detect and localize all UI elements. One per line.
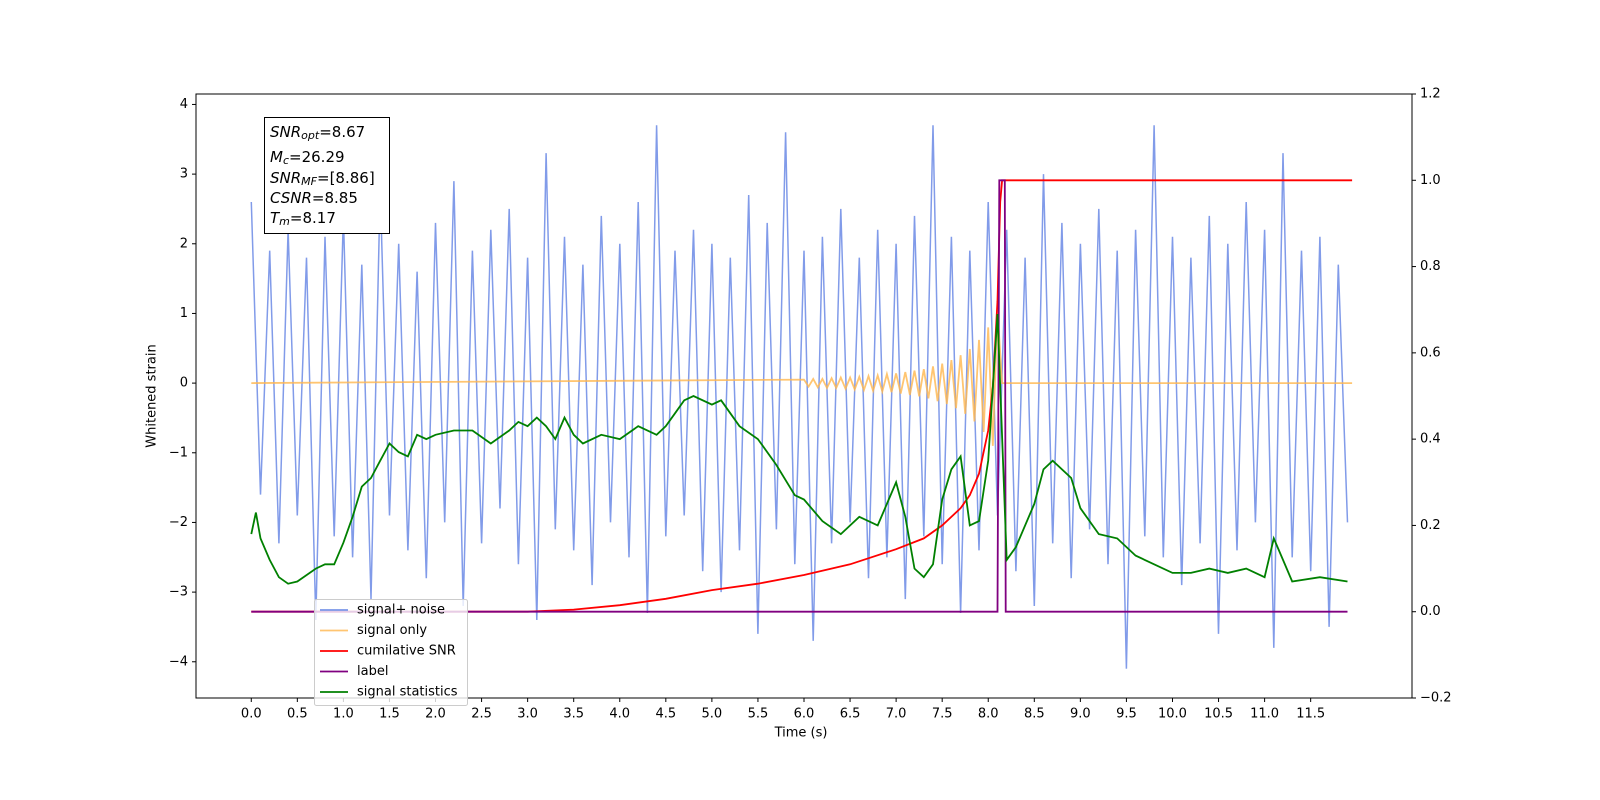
y2-tick-label: 0.4 (1420, 432, 1441, 447)
y2-tick-label: 0.6 (1420, 345, 1441, 360)
annotation-subscript: c (283, 154, 289, 167)
x-tick-label: 11.5 (1296, 707, 1325, 722)
y-tick-label: −2 (169, 515, 188, 530)
x-tick-label: 2.5 (471, 707, 492, 722)
x-tick-label: 10.5 (1204, 707, 1233, 722)
annotation-symbol: T (270, 209, 281, 227)
annotation-line: Tm=8.17 (270, 209, 336, 229)
y2-tick-label: −0.2 (1420, 691, 1452, 706)
annotation-symbol: M (270, 148, 283, 166)
y-tick-label: −3 (169, 585, 188, 600)
annotation-line: Mc=26.29 (270, 148, 345, 168)
legend-label: signal statistics (357, 685, 458, 700)
x-tick-label: 7.0 (886, 707, 907, 722)
x-tick-label: 5.5 (748, 707, 769, 722)
legend-box (314, 599, 468, 706)
y2-tick-label: 1.2 (1420, 87, 1441, 102)
x-tick-label: 3.5 (563, 707, 584, 722)
annotation-value: =26.29 (289, 148, 345, 166)
annotation-value: =8.17 (290, 209, 336, 227)
annotation-line: CSNR=8.85 (270, 189, 358, 207)
annotation-subscript: m (279, 215, 290, 228)
y-tick-label: 4 (180, 97, 188, 112)
y-tick-label: 2 (180, 236, 188, 251)
y-tick-label: −1 (169, 445, 188, 460)
x-tick-label: 6.5 (840, 707, 861, 722)
series-line (250, 125, 1349, 669)
y-tick-label: 3 (180, 167, 188, 182)
annotation-symbol: SNR (270, 123, 301, 141)
annotation-symbol: CSNR (270, 189, 312, 207)
annotation-subscript: MF (301, 175, 317, 188)
x-tick-label: 9.0 (1070, 707, 1091, 722)
legend-label: cumilative SNR (357, 644, 456, 659)
y-axis-label: Whitened strain (145, 344, 160, 447)
y2-tick-label: 0.0 (1420, 604, 1441, 619)
y-tick-label: 1 (180, 306, 188, 321)
x-axis-label: Time (s) (774, 726, 828, 741)
x-tick-label: 4.0 (609, 707, 630, 722)
legend-label: label (357, 664, 388, 679)
series-line (250, 313, 1348, 585)
x-tick-label: 5.0 (702, 707, 723, 722)
legend-label: signal+ noise (357, 603, 445, 618)
x-tick-label: 10.0 (1158, 707, 1187, 722)
annotation-box (264, 117, 390, 234)
y-tick-label: 0 (180, 376, 188, 391)
annotation-value: =[8.86] (317, 169, 375, 187)
x-tick-label: 11.0 (1250, 707, 1279, 722)
x-tick-label: 1.0 (333, 707, 354, 722)
x-tick-label: 8.5 (1024, 707, 1045, 722)
y2-tick-label: 1.0 (1420, 173, 1441, 188)
x-tick-label: 2.0 (425, 707, 446, 722)
annotation-value: =8.67 (319, 123, 365, 141)
y-tick-label: −4 (169, 654, 188, 669)
annotation-subscript: opt (301, 129, 320, 142)
plot-frame (195, 93, 1413, 699)
series-line (251, 179, 1348, 613)
series-line (251, 309, 1353, 446)
x-tick-label: 8.0 (978, 707, 999, 722)
x-tick-label: 6.0 (794, 707, 815, 722)
x-tick-label: 3.0 (517, 707, 538, 722)
x-tick-label: 7.5 (932, 707, 953, 722)
annotation-line: SNRMF=[8.86] (270, 169, 375, 189)
annotation-value: =8.85 (312, 189, 358, 207)
x-tick-label: 9.5 (1116, 707, 1137, 722)
x-tick-label: 0.5 (287, 707, 308, 722)
x-tick-label: 0.0 (241, 707, 262, 722)
x-tick-label: 1.5 (379, 707, 400, 722)
y2-tick-label: 0.8 (1420, 259, 1441, 274)
annotation-line: SNRopt=8.67 (270, 123, 365, 143)
legend-label: signal only (357, 623, 427, 638)
annotation-symbol: SNR (270, 169, 301, 187)
y2-tick-label: 0.2 (1420, 518, 1441, 533)
x-tick-label: 4.5 (655, 707, 676, 722)
